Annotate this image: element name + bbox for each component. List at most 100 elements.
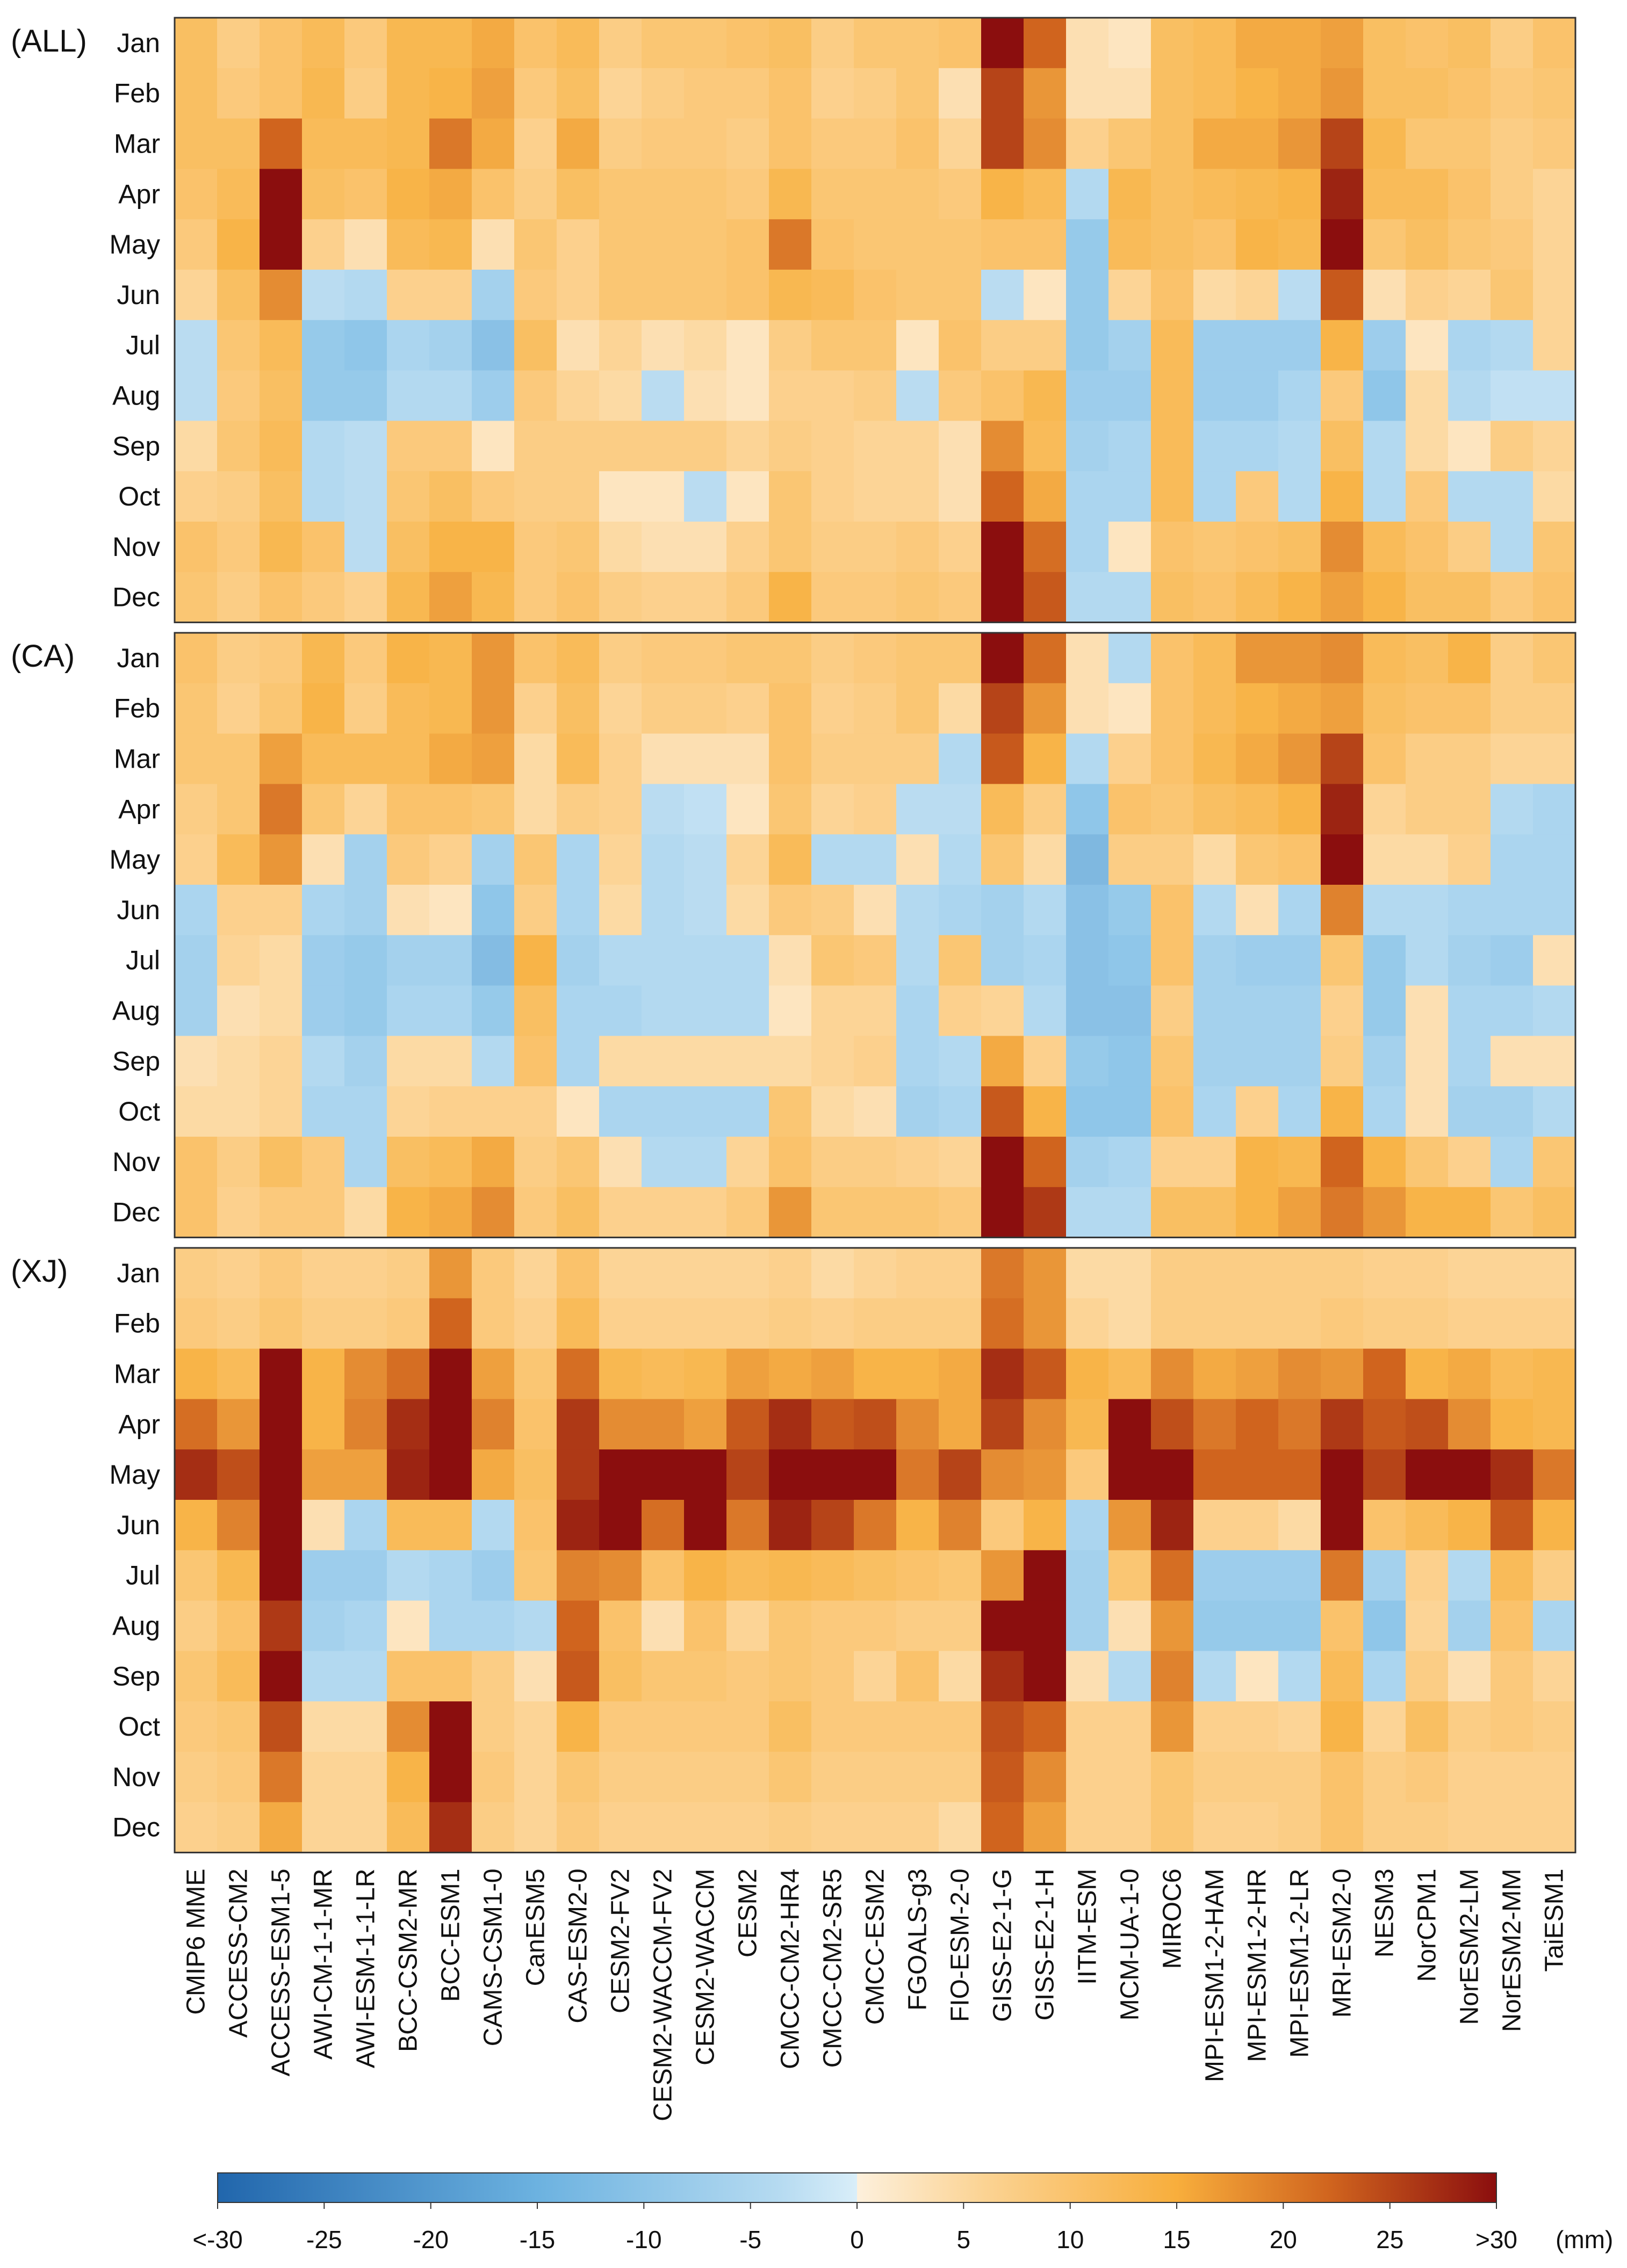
heatmap-cell (854, 1399, 897, 1450)
heatmap-cell (1151, 1550, 1194, 1601)
heatmap-cell (387, 1086, 430, 1137)
heatmap-cell (854, 733, 897, 784)
heatmap-cell (1108, 1600, 1151, 1651)
heatmap-cell (1108, 1187, 1151, 1238)
heatmap-cell (1024, 1449, 1067, 1500)
heatmap-cell (1108, 633, 1151, 684)
heatmap-cell (811, 169, 854, 220)
heatmap-cell (1108, 68, 1151, 119)
heatmap-cell (1278, 683, 1321, 734)
heatmap-cell (429, 1600, 472, 1651)
heatmap-cell (684, 885, 727, 936)
heatmap-cell (1406, 834, 1449, 885)
heatmap-cell (217, 1550, 260, 1601)
heatmap-cell (1406, 219, 1449, 270)
heatmap-cell (599, 1651, 642, 1702)
heatmap-cell (429, 784, 472, 835)
heatmap-cell (1448, 370, 1491, 421)
heatmap-cell (1363, 1701, 1406, 1752)
heatmap-cell (387, 370, 430, 421)
heatmap-cell (1193, 935, 1236, 986)
heatmap-cell (387, 18, 430, 69)
heatmap-cell (1193, 320, 1236, 371)
heatmap-cell (599, 1086, 642, 1137)
heatmap-cell (1406, 1752, 1449, 1803)
heatmap-cell (1278, 572, 1321, 623)
heatmap-cell (1236, 572, 1279, 623)
heatmap-cell (472, 784, 515, 835)
heatmap-cell (1278, 1802, 1321, 1853)
heatmap-cell (557, 118, 600, 169)
heatmap-cell (981, 784, 1024, 835)
heatmap-cell (1151, 1036, 1194, 1087)
heatmap-cell (175, 68, 218, 119)
heatmap-cell (642, 68, 685, 119)
heatmap-cell (1533, 1752, 1576, 1803)
heatmap-cell (472, 1036, 515, 1087)
heatmap-cell (175, 885, 218, 936)
month-label: Jan (117, 1258, 160, 1288)
heatmap-cell (1321, 18, 1364, 69)
heatmap-cell (1108, 1298, 1151, 1349)
heatmap-cell (387, 1701, 430, 1752)
heatmap-cell (557, 320, 600, 371)
heatmap-cell (854, 1298, 897, 1349)
heatmap-cell (896, 320, 939, 371)
month-label: May (110, 844, 160, 875)
heatmap-cell (260, 1500, 303, 1551)
heatmap-cell (1151, 118, 1194, 169)
model-label: AWI-ESM-1-1-LR (352, 1869, 380, 2069)
heatmap-cell (1491, 471, 1534, 522)
heatmap-cell (344, 68, 387, 119)
heatmap-cell (514, 1187, 557, 1238)
heatmap-cell (1024, 68, 1067, 119)
heatmap-cell (1533, 421, 1576, 472)
heatmap-cell (1193, 18, 1236, 69)
heatmap-cell (175, 784, 218, 835)
heatmap-cell (302, 834, 345, 885)
heatmap-cell (684, 1752, 727, 1803)
heatmap-cell (1151, 421, 1194, 472)
heatmap-cell (1193, 784, 1236, 835)
heatmap-cell (1193, 522, 1236, 573)
heatmap-cell (1278, 370, 1321, 421)
heatmap-cell (981, 1802, 1024, 1853)
heatmap-cell (811, 885, 854, 936)
month-label: Sep (112, 1661, 160, 1691)
heatmap-cell (684, 118, 727, 169)
heatmap-cell (472, 1137, 515, 1188)
heatmap-cell (769, 1449, 812, 1500)
heatmap-cell (726, 471, 769, 522)
heatmap-cell (1363, 1752, 1406, 1803)
heatmap-cell (1363, 683, 1406, 734)
heatmap-cell (769, 1298, 812, 1349)
heatmap-cell (1491, 935, 1534, 986)
heatmap-cell (1533, 1399, 1576, 1450)
heatmap-cell (260, 784, 303, 835)
heatmap-cell (811, 1802, 854, 1853)
heatmap-cell (514, 1701, 557, 1752)
heatmap-cell (599, 219, 642, 270)
heatmap-cell (1151, 68, 1194, 119)
heatmap-cell (1193, 885, 1236, 936)
heatmap-cell (1448, 1600, 1491, 1651)
heatmap-cell (302, 1187, 345, 1238)
heatmap-cell (726, 270, 769, 321)
heatmap-cell (1151, 834, 1194, 885)
heatmap-cell (302, 1399, 345, 1450)
heatmap-cell (1108, 1500, 1151, 1551)
heatmap-cell (1321, 1500, 1364, 1551)
heatmap-cell (302, 370, 345, 421)
heatmap-cell (981, 270, 1024, 321)
heatmap-cell (344, 370, 387, 421)
panel-frame (174, 632, 1576, 1239)
heatmap-cell (1491, 985, 1534, 1036)
heatmap-cell (472, 18, 515, 69)
heatmap-cell (1024, 1500, 1067, 1551)
heatmap-cell (599, 1036, 642, 1087)
heatmap-cell (939, 1399, 982, 1450)
heatmap-cell (1491, 733, 1534, 784)
heatmap-cell (1363, 1449, 1406, 1500)
heatmap-cell (726, 784, 769, 835)
heatmap-cell (1193, 1550, 1236, 1601)
